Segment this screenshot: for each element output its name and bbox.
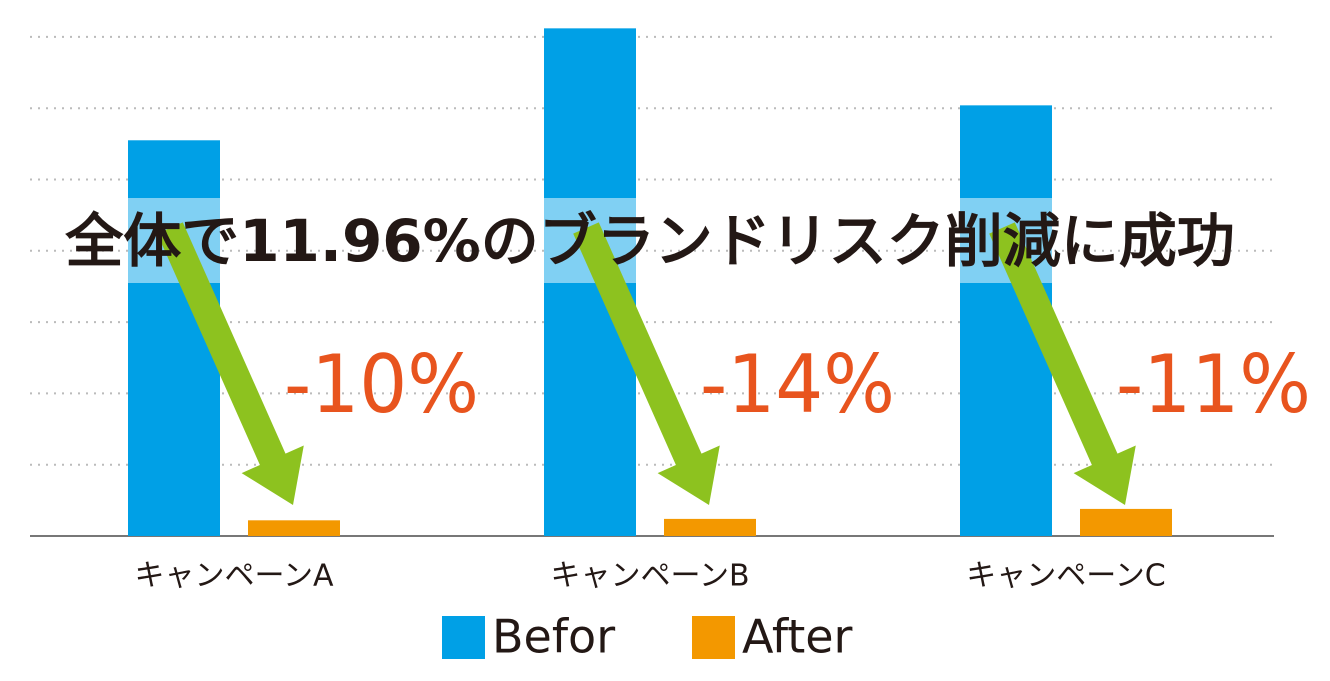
arrow [989,222,1136,505]
bar [664,518,756,536]
annotation: -10% [284,338,479,431]
arrow [573,222,720,505]
legend-swatch [692,616,735,659]
chart-title: 全体で11.96%のブランドリスク削減に成功 [64,207,1235,275]
annotation: -14% [700,338,895,431]
x-tick-label: キャンペーンB [550,559,749,594]
bar [248,520,340,536]
legend-label: Befor [492,610,615,664]
x-tick-label: キャンペーンC [966,559,1165,594]
legend-label: After [742,610,853,664]
legend-swatch [442,616,485,659]
arrow [157,222,304,505]
bar [1080,508,1172,536]
annotation: -11% [1116,338,1311,431]
x-tick-label: キャンペーンA [134,559,333,594]
